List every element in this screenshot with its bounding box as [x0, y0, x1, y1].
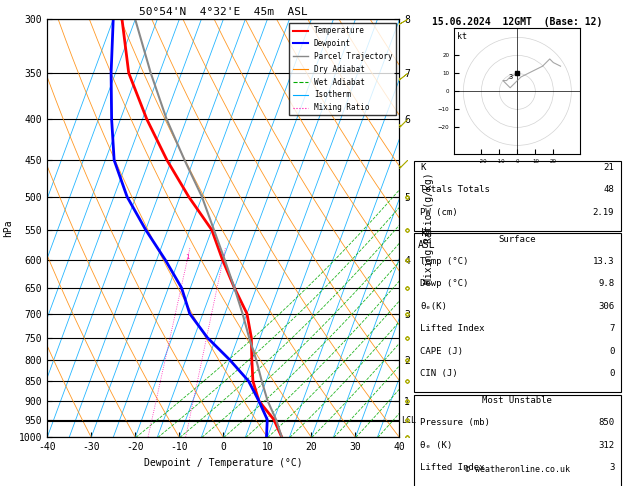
Text: PW (cm): PW (cm)	[420, 208, 458, 217]
Text: Surface: Surface	[499, 235, 536, 243]
Text: Dewp (°C): Dewp (°C)	[420, 279, 469, 288]
X-axis label: Dewpoint / Temperature (°C): Dewpoint / Temperature (°C)	[144, 458, 303, 468]
Text: 0: 0	[609, 347, 615, 356]
Text: Lifted Index: Lifted Index	[420, 463, 485, 472]
Text: Temp (°C): Temp (°C)	[420, 257, 469, 266]
Y-axis label: hPa: hPa	[3, 220, 13, 237]
Text: 48: 48	[604, 185, 615, 194]
Title: 50°54'N  4°32'E  45m  ASL: 50°54'N 4°32'E 45m ASL	[139, 7, 308, 17]
Y-axis label: km
ASL: km ASL	[418, 228, 436, 250]
Text: 312: 312	[598, 441, 615, 450]
Text: 306: 306	[598, 302, 615, 311]
Text: 13.3: 13.3	[593, 257, 615, 266]
Text: LCL: LCL	[401, 416, 416, 425]
Legend: Temperature, Dewpoint, Parcel Trajectory, Dry Adiabat, Wet Adiabat, Isotherm, Mi: Temperature, Dewpoint, Parcel Trajectory…	[289, 23, 396, 115]
Text: θₑ (K): θₑ (K)	[420, 441, 453, 450]
Text: © weatheronline.co.uk: © weatheronline.co.uk	[465, 465, 570, 474]
Text: Pressure (mb): Pressure (mb)	[420, 418, 490, 427]
Bar	[414, 161, 621, 231]
Text: Lifted Index: Lifted Index	[420, 324, 485, 333]
Text: 0: 0	[609, 369, 615, 378]
Text: 15.06.2024  12GMT  (Base: 12): 15.06.2024 12GMT (Base: 12)	[432, 17, 603, 27]
Bar	[414, 233, 621, 392]
Text: Most Unstable: Most Unstable	[482, 396, 552, 405]
Text: 1: 1	[185, 254, 189, 260]
Text: 2: 2	[221, 254, 225, 260]
Text: 9.8: 9.8	[598, 279, 615, 288]
Text: 7: 7	[609, 324, 615, 333]
Text: K: K	[420, 163, 426, 172]
Bar	[414, 395, 621, 486]
Text: 3: 3	[609, 463, 615, 472]
Text: Mixing Ratio (g/kg): Mixing Ratio (g/kg)	[424, 173, 434, 284]
Text: 21: 21	[604, 163, 615, 172]
Text: 850: 850	[598, 418, 615, 427]
Text: CAPE (J): CAPE (J)	[420, 347, 464, 356]
Text: θₑ(K): θₑ(K)	[420, 302, 447, 311]
Text: Totals Totals: Totals Totals	[420, 185, 490, 194]
Text: 2.19: 2.19	[593, 208, 615, 217]
Text: CIN (J): CIN (J)	[420, 369, 458, 378]
